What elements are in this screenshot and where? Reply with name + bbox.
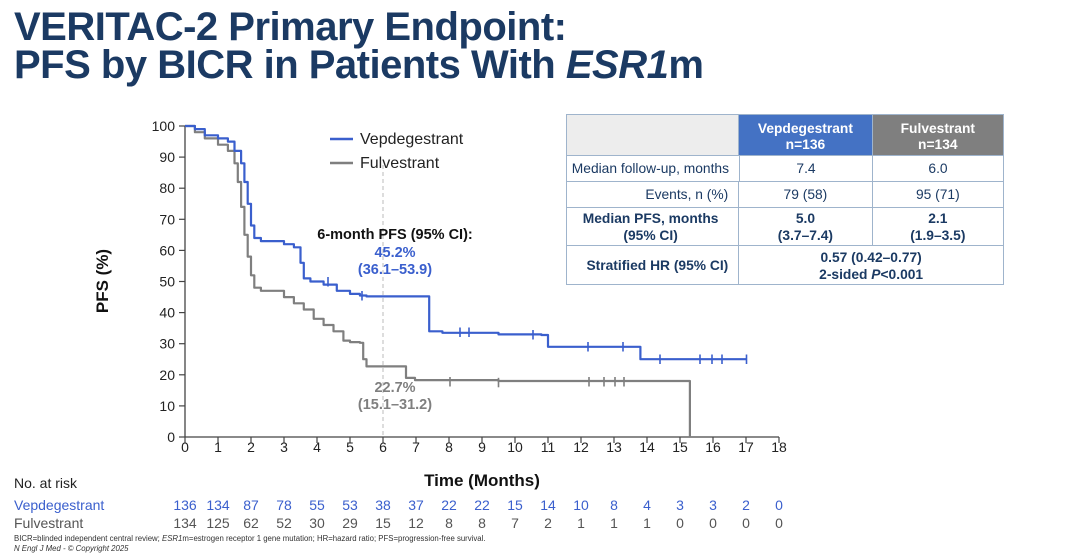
svg-text:11: 11 — [541, 439, 556, 455]
svg-text:Time (Months): Time (Months) — [424, 471, 540, 490]
svg-text:20: 20 — [159, 367, 175, 383]
svg-text:6-month PFS (95% CI):: 6-month PFS (95% CI): — [317, 227, 472, 243]
svg-text:80: 80 — [159, 180, 175, 196]
svg-text:4: 4 — [313, 439, 321, 455]
svg-text:16: 16 — [705, 439, 721, 455]
svg-text:14: 14 — [639, 439, 655, 455]
svg-text:100: 100 — [152, 118, 176, 134]
svg-text:Fulvestrant: Fulvestrant — [360, 155, 440, 172]
svg-text:7: 7 — [412, 439, 420, 455]
svg-text:13: 13 — [606, 439, 622, 455]
svg-text:0: 0 — [167, 429, 175, 445]
svg-text:12: 12 — [573, 439, 589, 455]
svg-text:22.7%: 22.7% — [374, 380, 415, 396]
svg-text:Vepdegestrant: Vepdegestrant — [360, 131, 464, 148]
svg-text:2: 2 — [247, 439, 255, 455]
svg-text:18: 18 — [771, 439, 787, 455]
svg-text:0: 0 — [181, 439, 189, 455]
svg-text:30: 30 — [159, 336, 175, 352]
svg-text:6: 6 — [379, 439, 387, 455]
svg-text:1: 1 — [214, 439, 222, 455]
svg-text:(15.1–31.2): (15.1–31.2) — [358, 397, 432, 413]
svg-text:40: 40 — [159, 305, 175, 321]
svg-text:PFS (%): PFS (%) — [93, 249, 112, 313]
svg-text:90: 90 — [159, 149, 175, 165]
svg-text:8: 8 — [445, 439, 453, 455]
svg-text:45.2%: 45.2% — [374, 245, 415, 261]
svg-text:17: 17 — [738, 439, 754, 455]
svg-text:5: 5 — [346, 439, 354, 455]
svg-text:60: 60 — [159, 242, 175, 258]
svg-text:9: 9 — [478, 439, 486, 455]
svg-text:3: 3 — [280, 439, 288, 455]
svg-text:50: 50 — [159, 274, 175, 290]
svg-text:70: 70 — [159, 211, 175, 227]
svg-text:(36.1–53.9): (36.1–53.9) — [358, 262, 432, 278]
svg-text:15: 15 — [672, 439, 688, 455]
svg-text:10: 10 — [159, 398, 175, 414]
svg-text:10: 10 — [507, 439, 523, 455]
